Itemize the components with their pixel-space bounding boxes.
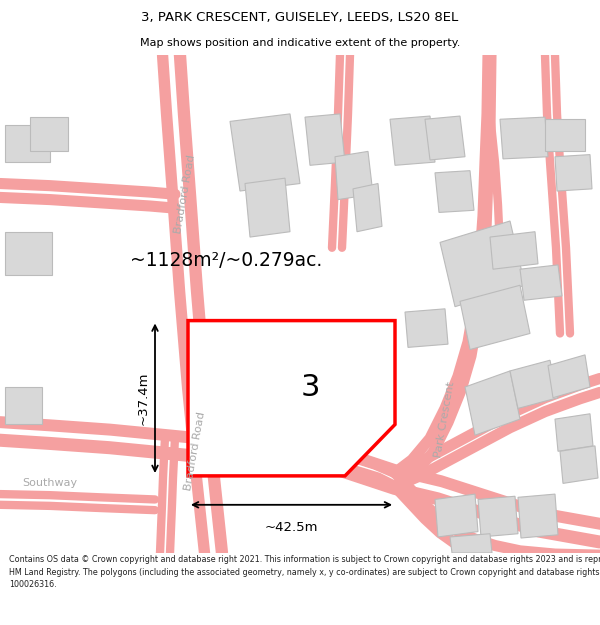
Polygon shape [5,387,42,424]
Polygon shape [5,232,52,274]
Polygon shape [548,355,590,398]
Polygon shape [478,496,518,537]
Text: Bradford Road: Bradford Road [173,154,197,234]
Polygon shape [305,114,345,165]
Polygon shape [405,309,448,348]
Text: Bradford Road: Bradford Road [183,411,207,491]
Text: Contains OS data © Crown copyright and database right 2021. This information is : Contains OS data © Crown copyright and d… [9,555,600,589]
Polygon shape [465,371,520,435]
Polygon shape [450,534,492,553]
Polygon shape [545,119,585,151]
Polygon shape [560,446,598,483]
Polygon shape [460,285,530,349]
Polygon shape [5,124,50,162]
Polygon shape [555,414,593,451]
Polygon shape [335,151,373,199]
Text: ~1128m²/~0.279ac.: ~1128m²/~0.279ac. [130,251,322,270]
Polygon shape [390,116,435,165]
Text: Map shows position and indicative extent of the property.: Map shows position and indicative extent… [140,39,460,49]
Text: ~42.5m: ~42.5m [265,521,318,534]
Polygon shape [230,114,300,191]
Text: Park Crescent: Park Crescent [433,381,457,458]
Text: ~37.4m: ~37.4m [137,371,149,425]
Text: Southway: Southway [22,478,77,488]
Polygon shape [425,116,465,160]
Polygon shape [518,494,558,538]
Polygon shape [188,321,395,476]
Polygon shape [555,154,592,191]
Text: 3: 3 [300,372,320,401]
Polygon shape [510,360,558,408]
Polygon shape [520,265,562,300]
Polygon shape [500,117,548,159]
Polygon shape [245,178,290,237]
Polygon shape [490,232,538,269]
Polygon shape [30,117,68,151]
Polygon shape [435,494,478,537]
Text: 3, PARK CRESCENT, GUISELEY, LEEDS, LS20 8EL: 3, PARK CRESCENT, GUISELEY, LEEDS, LS20 … [142,11,458,24]
Polygon shape [440,221,525,307]
Polygon shape [435,171,474,212]
Polygon shape [353,184,382,232]
